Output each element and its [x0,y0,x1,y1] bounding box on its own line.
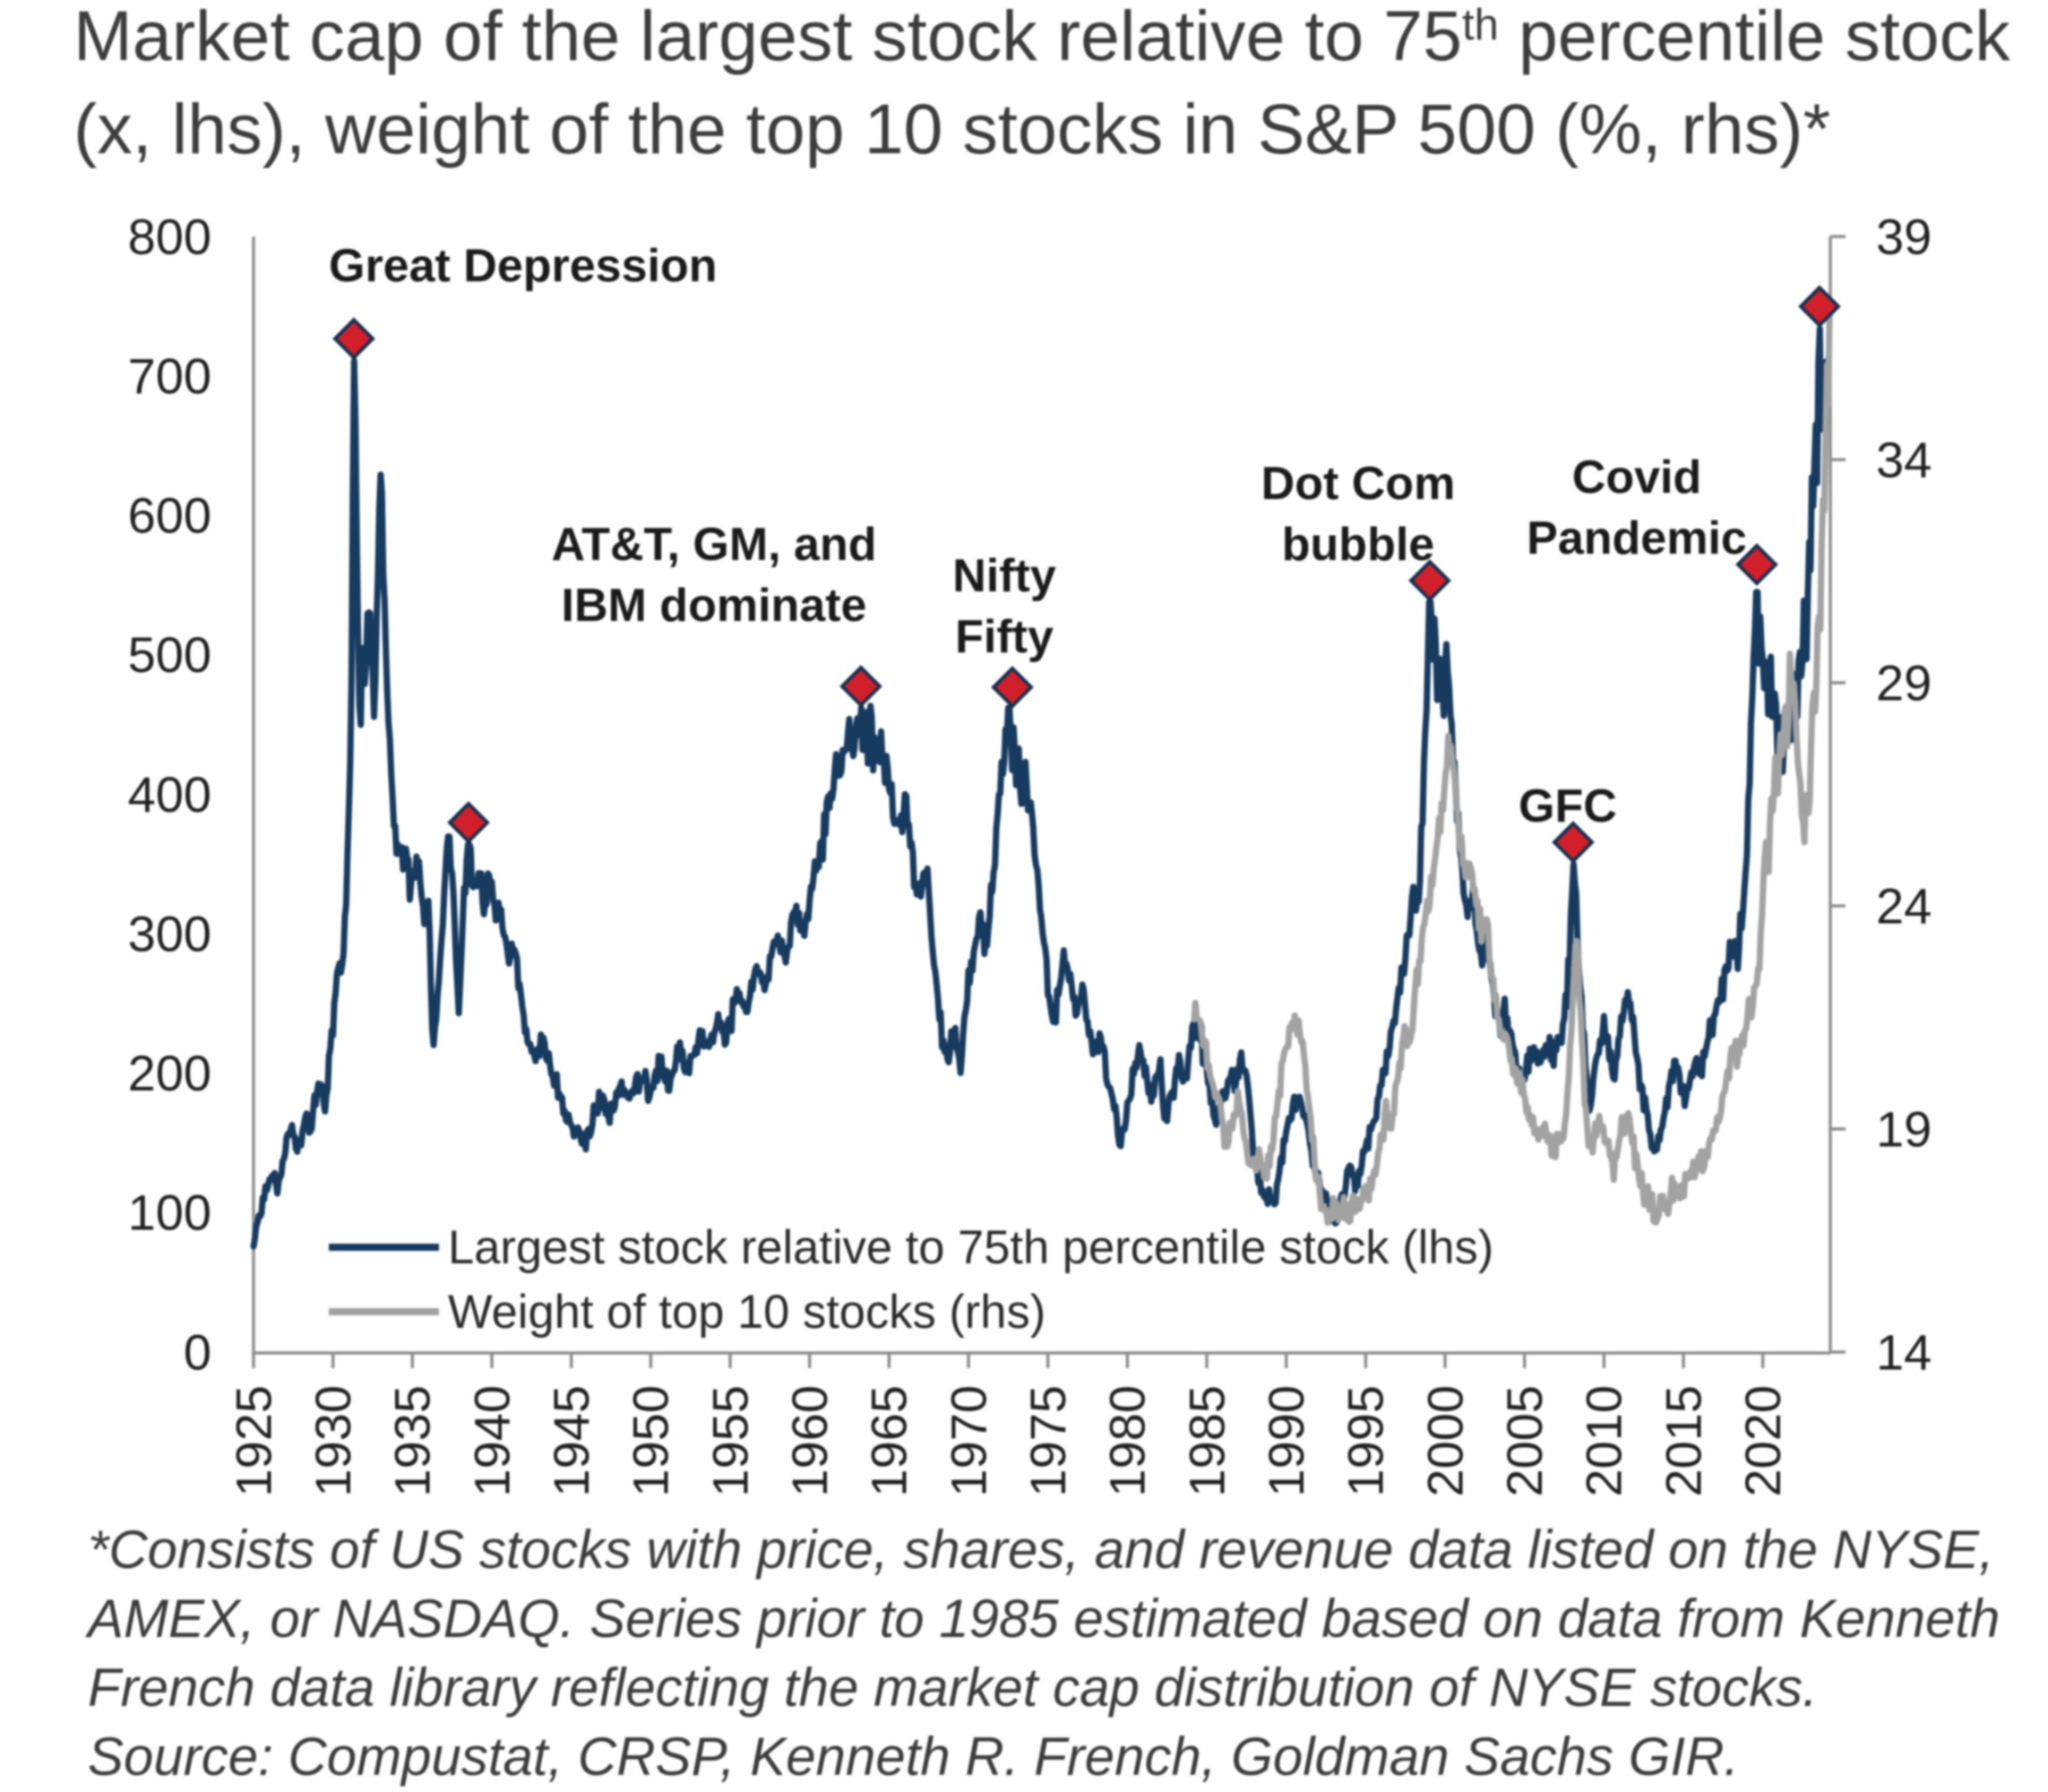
svg-text:Covid: Covid [1572,452,1701,504]
svg-text:AMEX, or NASDAQ. Series prior: AMEX, or NASDAQ. Series prior to 1985 es… [85,1589,2000,1649]
svg-text:1950: 1950 [623,1385,679,1497]
svg-text:IBM dominate: IBM dominate [562,580,867,632]
svg-text:GFC: GFC [1519,780,1617,832]
svg-text:1980: 1980 [1099,1385,1156,1497]
svg-text:29: 29 [1876,654,1932,711]
svg-text:Pandemic: Pandemic [1527,513,1747,564]
svg-text:1995: 1995 [1338,1385,1394,1497]
svg-text:2010: 2010 [1576,1385,1632,1497]
svg-text:39: 39 [1876,208,1932,264]
svg-text:Nifty: Nifty [952,550,1056,602]
svg-text:Largest stock relative to 75th: Largest stock relative to 75th percentil… [448,1221,1493,1274]
svg-text:bubble: bubble [1282,519,1434,571]
svg-text:1955: 1955 [701,1385,758,1497]
svg-text:French data library reflecting: French data library reflecting the marke… [88,1658,1818,1718]
svg-text:400: 400 [128,766,211,823]
svg-text:Great Depression: Great Depression [329,240,718,292]
svg-text:800: 800 [128,208,211,264]
svg-text:Dot Com: Dot Com [1261,458,1456,510]
svg-text:Fifty: Fifty [955,611,1054,663]
svg-text:500: 500 [128,626,211,683]
svg-text:2000: 2000 [1416,1385,1473,1497]
svg-text:1935: 1935 [384,1385,441,1497]
svg-text:100: 100 [128,1185,211,1241]
svg-text:1930: 1930 [305,1385,361,1497]
svg-text:0: 0 [184,1323,211,1380]
svg-text:34: 34 [1876,431,1932,487]
svg-text:Source: Compustat, CRSP, Kenne: Source: Compustat, CRSP, Kenneth R. Fren… [88,1727,1739,1787]
svg-text:200: 200 [128,1045,211,1101]
svg-text:700: 700 [128,348,211,404]
svg-text:1985: 1985 [1178,1385,1235,1497]
svg-text:14: 14 [1876,1323,1932,1380]
svg-text:600: 600 [128,487,211,544]
svg-text:1990: 1990 [1258,1385,1314,1497]
svg-text:(x, lhs), weight of the top 10: (x, lhs), weight of the top 10 stocks in… [73,89,1830,168]
svg-text:Market cap of the largest stoc: Market cap of the largest stock relative… [73,0,2010,75]
svg-text:1945: 1945 [543,1385,599,1497]
svg-text:Weight of top 10 stocks (rhs): Weight of top 10 stocks (rhs) [448,1286,1046,1339]
svg-text:19: 19 [1876,1100,1932,1157]
svg-text:1965: 1965 [861,1385,917,1497]
svg-text:1925: 1925 [225,1385,281,1497]
svg-text:1970: 1970 [940,1385,996,1497]
svg-text:1960: 1960 [781,1385,838,1497]
svg-text:2015: 2015 [1655,1385,1711,1497]
svg-text:1975: 1975 [1020,1385,1076,1497]
svg-text:2005: 2005 [1496,1385,1553,1497]
svg-text:1940: 1940 [463,1385,520,1497]
svg-text:2020: 2020 [1734,1385,1791,1497]
svg-text:*Consists of US stocks with pr: *Consists of US stocks with price, share… [88,1520,1994,1580]
svg-text:300: 300 [128,905,211,961]
svg-text:24: 24 [1876,877,1932,934]
svg-text:AT&T, GM, and: AT&T, GM, and [551,519,876,571]
